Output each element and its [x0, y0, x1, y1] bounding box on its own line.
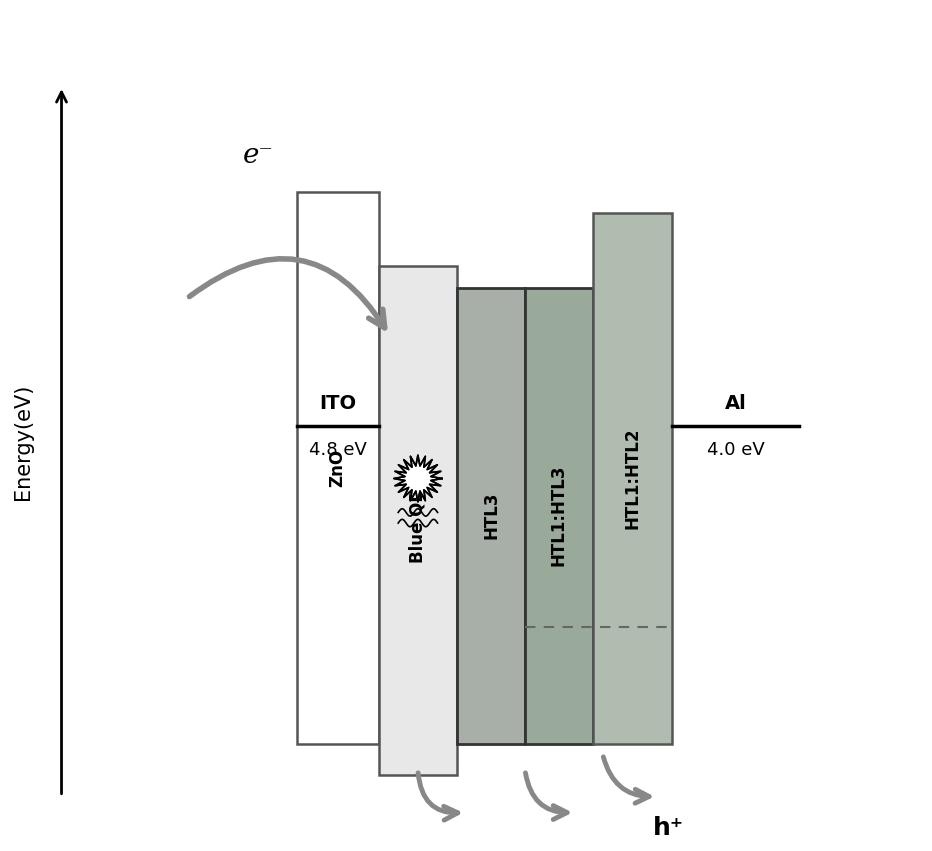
Text: Energy(eV): Energy(eV): [13, 383, 34, 500]
FancyArrowPatch shape: [603, 757, 649, 803]
Bar: [525, 288, 593, 744]
Bar: [296, 192, 378, 744]
Text: ZnO: ZnO: [329, 448, 347, 487]
Text: 4.0 eV: 4.0 eV: [706, 442, 764, 460]
Bar: [593, 214, 672, 744]
Text: HTL1:HTL2: HTL1:HTL2: [624, 428, 641, 529]
Bar: [378, 266, 458, 775]
Text: h⁺: h⁺: [652, 816, 684, 841]
FancyArrowPatch shape: [189, 259, 385, 328]
Text: 4.8 eV: 4.8 eV: [308, 442, 366, 460]
Text: Blue QDs: Blue QDs: [409, 478, 427, 563]
Text: HTL1:HTL3: HTL1:HTL3: [550, 465, 568, 567]
Text: Al: Al: [724, 394, 747, 413]
Polygon shape: [394, 455, 442, 502]
Text: e⁻: e⁻: [243, 141, 274, 168]
Bar: [458, 288, 525, 744]
FancyArrowPatch shape: [418, 773, 458, 820]
Text: HTL3: HTL3: [482, 492, 500, 540]
Text: ITO: ITO: [319, 394, 356, 413]
FancyArrowPatch shape: [526, 773, 567, 820]
